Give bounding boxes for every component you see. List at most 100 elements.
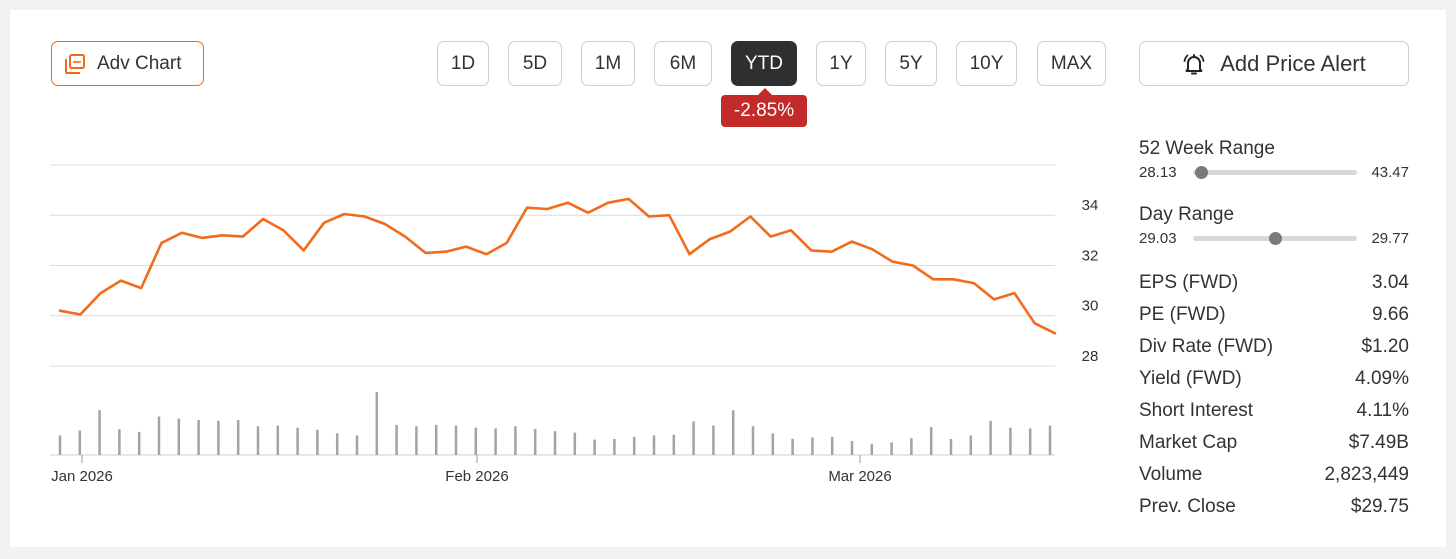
x-axis-ticks: Jan 2026 Feb 2026 Mar 2026 bbox=[51, 455, 892, 485]
volume-bar bbox=[494, 428, 497, 455]
chart-window-icon bbox=[64, 53, 86, 75]
stat-row-div-rate: Div Rate (FWD) $1.20 bbox=[1139, 336, 1409, 358]
stat-label: PE (FWD) bbox=[1139, 304, 1226, 325]
volume-bar bbox=[1048, 425, 1052, 455]
stat-value: 3.04 bbox=[1372, 272, 1409, 293]
adv-chart-button[interactable]: Adv Chart bbox=[51, 41, 204, 86]
volume-bar bbox=[514, 426, 517, 455]
volume-bar bbox=[276, 425, 280, 455]
volume-bar bbox=[533, 429, 537, 455]
volume-bar bbox=[454, 425, 458, 455]
stat-value: $1.20 bbox=[1361, 336, 1409, 357]
volume-bar bbox=[613, 438, 616, 455]
stat-row-prev-close: Prev. Close $29.75 bbox=[1139, 496, 1409, 518]
price-line-layer bbox=[58, 197, 1057, 335]
range-button-6m[interactable]: 6M bbox=[654, 41, 712, 86]
volume-bar bbox=[355, 435, 359, 455]
y-tick-label: 32 bbox=[1082, 247, 1099, 264]
volume-bar bbox=[474, 427, 478, 455]
y-axis-ticks: 28 30 32 34 bbox=[1082, 197, 1099, 365]
volume-bar bbox=[375, 392, 379, 455]
adv-chart-label: Adv Chart bbox=[97, 52, 182, 74]
stat-row-pe: PE (FWD) 9.66 bbox=[1139, 304, 1409, 326]
range-button-5d[interactable]: 5D bbox=[508, 41, 562, 86]
week52-range-label: 52 Week Range bbox=[1139, 138, 1275, 159]
volume-bar bbox=[217, 420, 220, 455]
stat-row-volume: Volume 2,823,449 bbox=[1139, 464, 1409, 486]
price-chart: 28 30 32 34 Jan 2026 Feb 2026 Mar 2026 bbox=[50, 164, 1099, 485]
volume-bar bbox=[98, 410, 101, 455]
chart-gridlines bbox=[50, 164, 1055, 367]
week52-low: 28.13 bbox=[1139, 164, 1177, 181]
volume-bar bbox=[256, 426, 260, 455]
volume-bar bbox=[593, 439, 596, 455]
stat-label: Short Interest bbox=[1139, 400, 1254, 421]
stat-label: Yield (FWD) bbox=[1139, 368, 1242, 389]
stat-value: 2,823,449 bbox=[1324, 464, 1409, 485]
week52-range-marker bbox=[1194, 166, 1208, 179]
range-button-ytd[interactable]: YTD bbox=[731, 41, 797, 86]
volume-bar bbox=[58, 435, 62, 455]
volume-bar bbox=[850, 441, 854, 455]
add-price-alert-button[interactable]: Add Price Alert bbox=[1139, 41, 1409, 86]
volume-bar bbox=[157, 416, 161, 455]
stat-value: 4.11% bbox=[1356, 400, 1409, 421]
volume-bar bbox=[395, 424, 398, 455]
volume-bar bbox=[296, 427, 299, 455]
volume-bar bbox=[335, 433, 339, 455]
stat-value: $29.75 bbox=[1350, 496, 1409, 517]
chart-card: Adv Chart 1D 5D 1M 6M YTD 1Y 5Y 10Y MAX … bbox=[10, 10, 1446, 547]
volume-bar bbox=[236, 420, 240, 455]
stat-label: Div Rate (FWD) bbox=[1139, 336, 1274, 357]
bell-icon bbox=[1182, 52, 1206, 76]
x-tick-label: Feb 2026 bbox=[445, 468, 508, 485]
volume-bar bbox=[632, 436, 636, 455]
volume-bar bbox=[137, 431, 141, 455]
volume-bar bbox=[731, 410, 735, 455]
volume-bar bbox=[316, 429, 319, 455]
volume-bar bbox=[830, 436, 834, 455]
range-button-5y[interactable]: 5Y bbox=[885, 41, 937, 86]
volume-bar bbox=[949, 438, 953, 455]
stat-label: Market Cap bbox=[1139, 432, 1238, 453]
x-tick-label: Mar 2026 bbox=[828, 468, 891, 485]
range-button-1m[interactable]: 1M bbox=[581, 41, 635, 86]
week52-high: 43.47 bbox=[1371, 164, 1409, 181]
y-tick-label: 34 bbox=[1082, 197, 1099, 214]
stat-row-market-cap: Market Cap $7.49B bbox=[1139, 432, 1409, 454]
stat-value: 9.66 bbox=[1372, 304, 1409, 325]
volume-bar bbox=[197, 420, 200, 455]
day-low: 29.03 bbox=[1139, 230, 1177, 247]
volume-bar bbox=[811, 437, 814, 455]
volume-bar bbox=[890, 442, 893, 455]
volume-bar bbox=[78, 430, 82, 455]
volume-bar bbox=[434, 424, 438, 455]
week52-range: 52 Week Range 28.13 43.47 bbox=[1139, 138, 1409, 181]
range-button-max[interactable]: MAX bbox=[1037, 41, 1106, 86]
range-button-10y[interactable]: 10Y bbox=[956, 41, 1017, 86]
stat-row-yield: Yield (FWD) 4.09% bbox=[1139, 368, 1409, 390]
week52-range-track bbox=[1192, 166, 1358, 179]
range-button-1y[interactable]: 1Y bbox=[816, 41, 866, 86]
day-range-marker bbox=[1269, 232, 1282, 245]
volume-bar bbox=[910, 438, 913, 455]
ytd-change-badge: -2.85% bbox=[721, 88, 807, 127]
volume-bar bbox=[177, 418, 181, 455]
volume-bar bbox=[771, 433, 775, 455]
range-button-1d[interactable]: 1D bbox=[437, 41, 489, 86]
y-tick-label: 28 bbox=[1082, 348, 1099, 365]
y-tick-label: 30 bbox=[1082, 298, 1099, 315]
volume-bar bbox=[415, 426, 418, 455]
day-high: 29.77 bbox=[1371, 230, 1409, 247]
volume-bar bbox=[929, 427, 933, 455]
stat-row-short-interest: Short Interest 4.11% bbox=[1139, 400, 1409, 422]
stat-value: 4.09% bbox=[1355, 368, 1409, 389]
stat-label: Prev. Close bbox=[1139, 496, 1236, 517]
stat-label: Volume bbox=[1139, 464, 1203, 485]
add-price-alert-label: Add Price Alert bbox=[1220, 50, 1366, 76]
price-line bbox=[58, 197, 1057, 335]
volume-bar bbox=[1028, 428, 1032, 455]
stat-value: $7.49B bbox=[1348, 432, 1409, 453]
stat-row-eps: EPS (FWD) 3.04 bbox=[1139, 272, 1409, 294]
x-tick-label: Jan 2026 bbox=[51, 468, 113, 485]
